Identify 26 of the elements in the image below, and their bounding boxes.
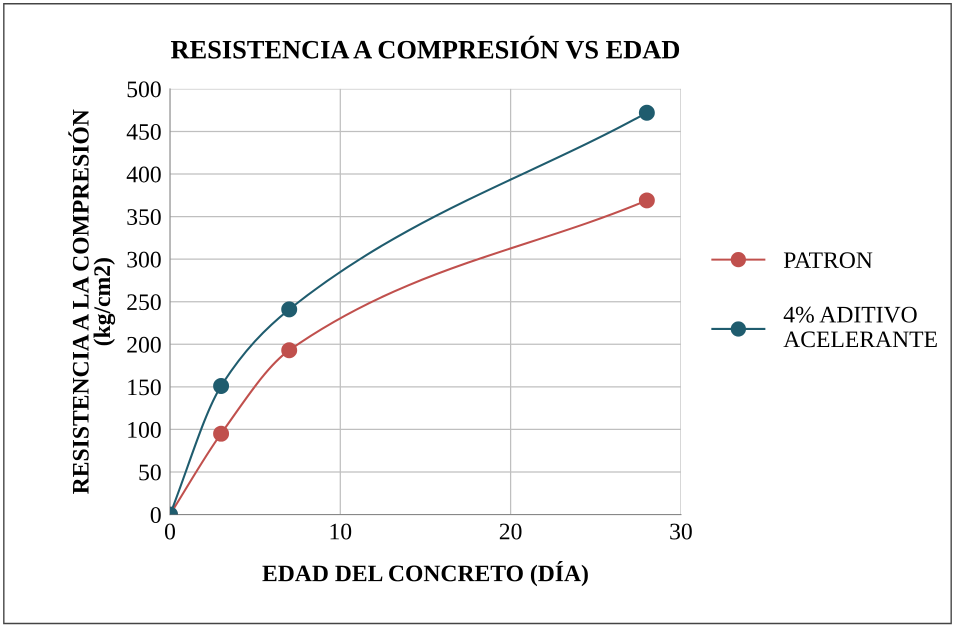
point: [213, 378, 230, 394]
y-tick-label: 400: [126, 166, 161, 182]
y-tick-label: 450: [126, 124, 161, 140]
legend-label: PATRON: [784, 252, 872, 268]
x-tick-label: 30: [670, 524, 692, 540]
point: [638, 104, 655, 121]
point: [213, 426, 230, 442]
y-tick-label: 500: [128, 81, 161, 98]
y-tick-label: 100: [128, 422, 161, 438]
point: [281, 301, 298, 318]
y-axis-title: RESISTENCIA A LA COMPRESIÓN (kg/cm2): [68, 109, 116, 494]
y-tick-label: 0: [150, 507, 161, 523]
x-tick-label: 0: [164, 524, 175, 540]
y-tick-label: 200: [127, 336, 161, 353]
point: [638, 192, 655, 208]
y-tick-label: 350: [127, 209, 161, 226]
y-tick-label: 150: [128, 379, 161, 396]
x-tick-label: 20: [500, 524, 522, 540]
point: [281, 342, 298, 358]
legend-label: 4% ADITIVO ACELERANTE: [783, 306, 937, 348]
x-axis-title: EDAD DEL CONCRETO (DÍA): [262, 560, 588, 586]
y-tick-label: 250: [127, 294, 161, 310]
chart-title: RESISTENCIA A COMPRESIÓN VS EDAD: [170, 36, 680, 59]
x-tick-label: 10: [330, 524, 352, 540]
y-tick-label: 50: [139, 464, 161, 480]
y-tick-label: 300: [127, 252, 161, 268]
